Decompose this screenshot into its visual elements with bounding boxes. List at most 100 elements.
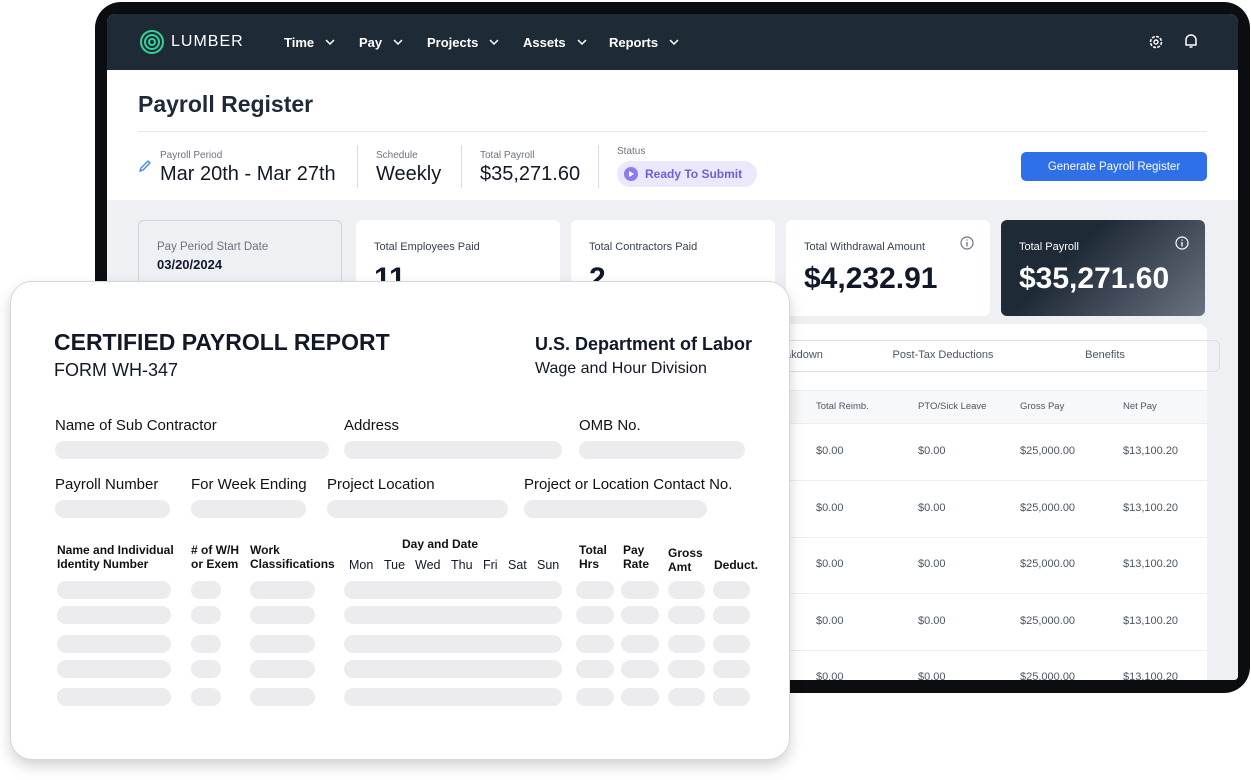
day-header: Day and Date (401, 537, 479, 551)
table-cell: $0.00 (816, 501, 844, 514)
settings-icon[interactable] (1148, 34, 1164, 50)
placeholder (344, 635, 562, 653)
table-cell: $0.00 (918, 501, 946, 514)
placeholder (668, 581, 705, 599)
card-label: Total Employees Paid (374, 241, 480, 253)
column-header: Hrs (579, 557, 600, 571)
day-label: Mon (349, 558, 374, 572)
tab[interactable]: Benefits (1085, 349, 1125, 361)
column-header: PTO/Sick Leave (918, 401, 987, 412)
table-cell: $0.00 (816, 671, 844, 681)
field-label: Project or Location Contact No. (524, 476, 733, 493)
field-input (327, 500, 508, 518)
tab[interactable]: akdown (785, 349, 823, 361)
table-cell: $0.00 (918, 558, 946, 570)
card-label: Pay Period Start Date (157, 241, 269, 253)
column-header: Net Pay (1123, 401, 1157, 412)
field-label: Project Location (327, 476, 435, 493)
nav-item[interactable]: Assets (523, 35, 566, 50)
nav-item[interactable]: Reports (609, 35, 659, 50)
placeholder (191, 581, 221, 599)
field-label: Name of Sub Contractor (55, 417, 217, 434)
table-cell: $13,100.20 (1123, 614, 1179, 627)
placeholder (713, 606, 750, 624)
table-cell: $0.00 (816, 614, 844, 627)
edit-icon[interactable] (138, 159, 152, 173)
card-label: Total Withdrawal Amount (804, 241, 926, 253)
chevron (325, 39, 335, 45)
placeholder (713, 660, 750, 678)
day-label: Sun (537, 558, 560, 572)
column-header: Work (250, 543, 280, 557)
status-value: Ready To Submit (645, 167, 743, 181)
chevron (669, 39, 679, 45)
payroll-form: CERTIFIED PAYROLL REPORT FORM WH-347 U.S… (10, 281, 790, 760)
tab[interactable]: Post-Tax Deductions (892, 349, 994, 361)
placeholder (250, 660, 315, 678)
placeholder (621, 635, 659, 653)
placeholder (57, 606, 171, 624)
card-label: Total Contractors Paid (589, 241, 698, 253)
placeholder (191, 606, 221, 624)
placeholder (576, 635, 614, 653)
placeholder (57, 581, 171, 599)
placeholder (250, 635, 315, 653)
chevron (577, 39, 587, 45)
table-cell: $13,100.20 (1123, 445, 1179, 457)
field-label: OMB No. (579, 417, 641, 434)
field-input (55, 441, 329, 459)
placeholder (668, 688, 705, 706)
placeholder (668, 660, 705, 678)
info-icon[interactable] (960, 236, 974, 250)
field-label: Payroll Number (55, 476, 159, 493)
bell-icon[interactable] (1183, 33, 1199, 50)
nav-bar: LUMBER Time Pay Projects Assets Reports (107, 14, 1238, 70)
status-icon (624, 167, 638, 181)
field-input (524, 500, 707, 518)
table-cell: $25,000.00 (1020, 558, 1076, 570)
placeholder (57, 660, 171, 678)
placeholder (344, 581, 562, 599)
table-cell: $25,000.00 (1020, 501, 1076, 514)
column-header: Deduct. (714, 558, 759, 572)
day-label: Wed (415, 558, 441, 572)
table-cell: $25,000.00 (1020, 671, 1076, 681)
separator (598, 145, 599, 188)
status-badge: Ready To Submit (617, 161, 757, 187)
page-title: Payroll Register (138, 91, 314, 117)
column-header: Gross Pay (1020, 401, 1065, 412)
column-header: Gross (668, 546, 703, 560)
placeholder (344, 660, 562, 678)
placeholder (57, 635, 171, 653)
summary-label: Payroll Period (160, 150, 223, 161)
column-header: Name and Individual (57, 543, 174, 557)
field-label: Address (344, 417, 400, 434)
divider (138, 131, 1207, 132)
summary-value: Weekly (376, 163, 442, 185)
placeholder (57, 688, 171, 706)
placeholder (191, 635, 221, 653)
day-label: Thu (451, 558, 473, 572)
placeholder (621, 581, 659, 599)
placeholder (713, 635, 750, 653)
info-icon[interactable] (1175, 236, 1189, 250)
summary-value: Mar 20th - Mar 27th (160, 163, 336, 185)
table-cell: $25,000.00 (1020, 445, 1076, 457)
brand: LUMBER (171, 33, 244, 50)
generate-button[interactable]: Generate Payroll Register (1021, 152, 1207, 181)
chevron (489, 39, 499, 45)
field-input (579, 441, 745, 459)
table-cell: $13,100.20 (1123, 671, 1179, 681)
placeholder (191, 660, 221, 678)
nav-item[interactable]: Projects (427, 35, 479, 50)
nav-item[interactable]: Pay (359, 35, 383, 50)
stat-card: Total Payroll $35,271.60 (1001, 220, 1205, 316)
division: Wage and Hour Division (535, 360, 707, 377)
agency: U.S. Department of Labor (535, 334, 753, 354)
table-cell: $0.00 (918, 445, 946, 457)
nav-item[interactable]: Time (284, 35, 315, 50)
column-header: Pay (623, 543, 645, 557)
summary-label: Total Payroll (480, 150, 535, 161)
card-value: 03/20/2024 (157, 257, 223, 272)
